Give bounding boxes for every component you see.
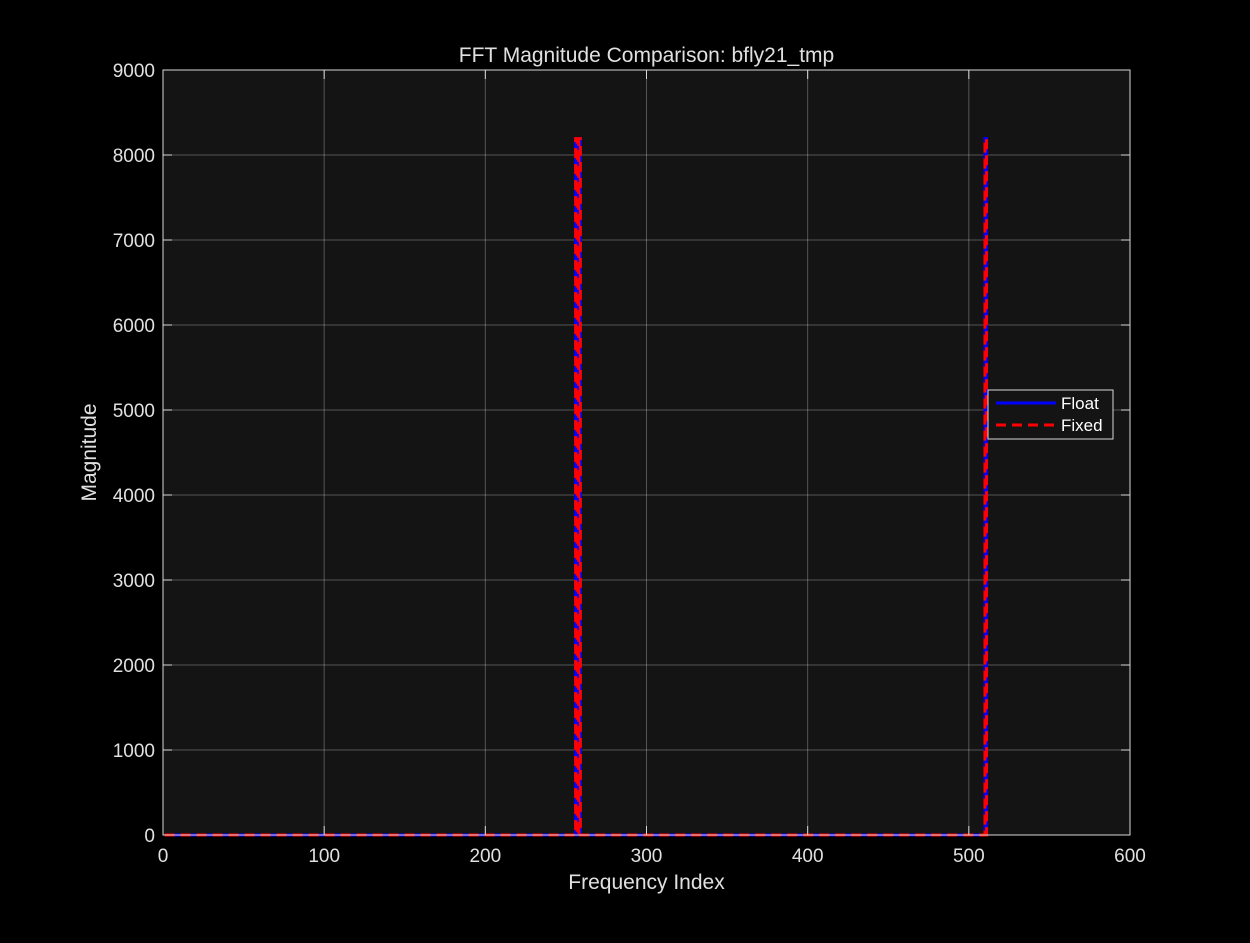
y-tick-label: 5000 (113, 401, 155, 422)
x-tick-label: 500 (953, 846, 985, 867)
y-tick-label: 0 (144, 826, 155, 847)
x-tick-label: 200 (469, 846, 501, 867)
y-tick-label: 6000 (113, 316, 155, 337)
series-line-fixed (164, 137, 989, 837)
legend: Float Fixed (987, 389, 1114, 440)
series-layer (164, 137, 989, 837)
y-tick-label: 3000 (113, 571, 155, 592)
x-tick-label: 300 (631, 846, 663, 867)
legend-entry-float: Float (1061, 394, 1099, 413)
y-tick-label: 8000 (113, 146, 155, 167)
grid (163, 70, 1130, 835)
y-tick-label: 1000 (113, 741, 155, 762)
plot-background (163, 70, 1130, 835)
ticks: 0 100 200 300 400 500 600010002000300040005000… (113, 61, 1146, 867)
legend-entry-fixed: Fixed (1061, 416, 1103, 435)
chart-title: FFT Magnitude Comparison: bfly21_tmp (459, 44, 834, 67)
y-tick-label: 2000 (113, 656, 155, 677)
x-tick-label: 0 (158, 846, 169, 867)
y-tick-label: 7000 (113, 231, 155, 252)
legend-box (987, 389, 1114, 440)
y-tick-label: 4000 (113, 486, 155, 507)
x-tick-label: 600 (1114, 846, 1146, 867)
y-axis-label: Magnitude (78, 403, 101, 501)
x-axis-label: Frequency Index (568, 871, 725, 894)
x-tick-label: 100 (308, 846, 340, 867)
y-tick-label: 9000 (113, 61, 155, 82)
x-tick-label: 400 (792, 846, 824, 867)
